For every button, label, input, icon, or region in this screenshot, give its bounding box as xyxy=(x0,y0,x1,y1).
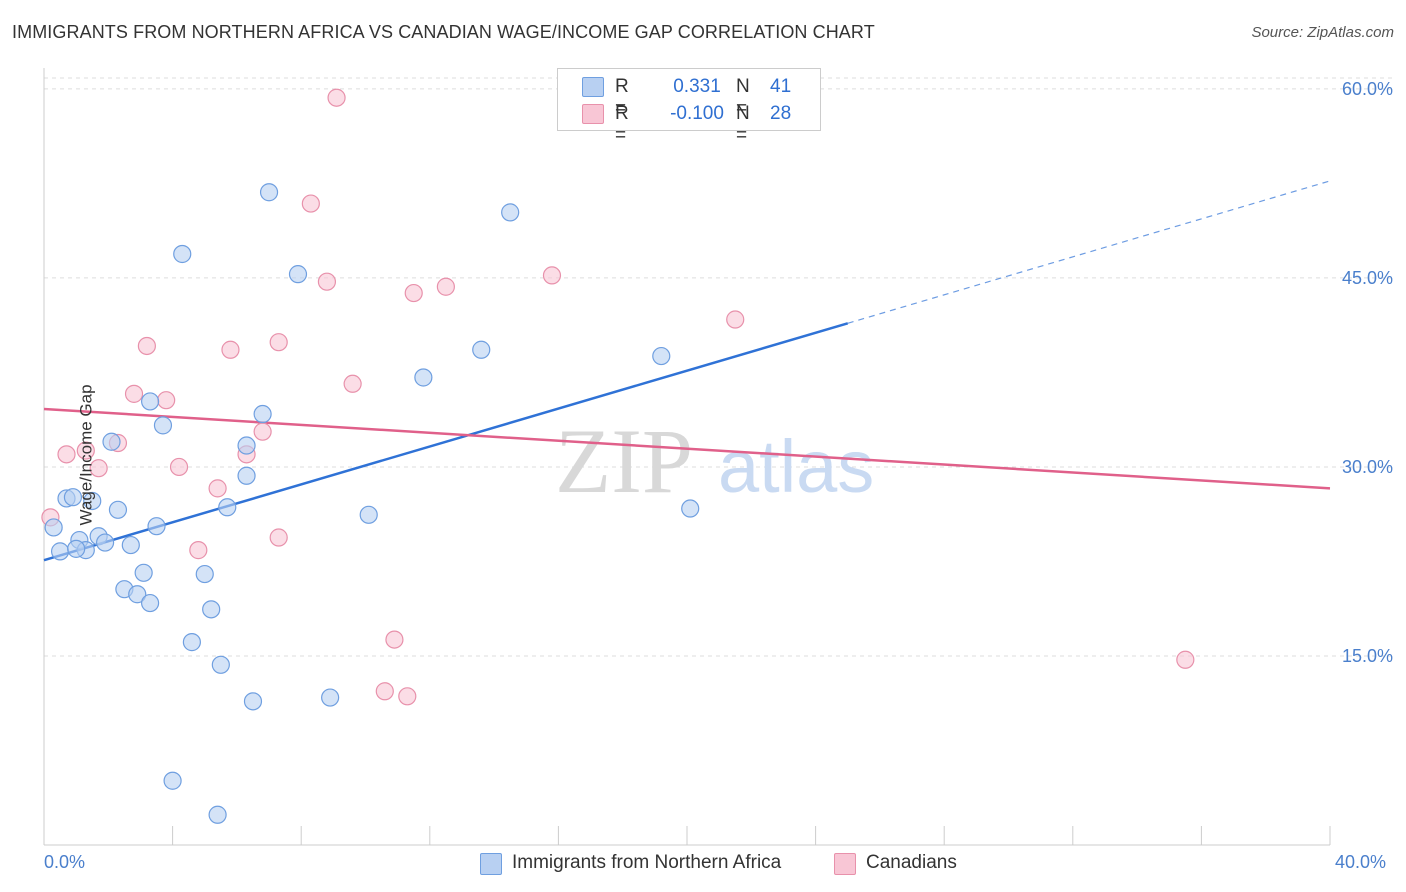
point-immigrants xyxy=(95,533,115,552)
legend-r-value: -0.100 xyxy=(670,103,724,124)
point-canadians xyxy=(726,310,745,329)
y-tick-label: 60.0% xyxy=(1342,79,1393,99)
point-immigrants xyxy=(237,466,256,485)
legend-swatch-pink xyxy=(834,853,856,875)
point-immigrants xyxy=(83,491,102,511)
legend-label-canadians: Canadians xyxy=(866,852,957,873)
point-immigrants xyxy=(102,432,121,451)
point-immigrants xyxy=(681,499,700,518)
point-immigrants xyxy=(44,518,63,537)
point-immigrants xyxy=(140,593,160,613)
point-canadians xyxy=(137,336,156,356)
legend-swatch-blue xyxy=(480,853,502,875)
point-immigrants xyxy=(414,368,433,387)
point-immigrants xyxy=(208,805,227,824)
point-canadians xyxy=(269,528,288,547)
point-canadians xyxy=(89,459,108,478)
point-immigrants xyxy=(321,688,340,707)
point-immigrants xyxy=(288,265,308,284)
point-canadians xyxy=(124,384,144,403)
point-immigrants xyxy=(652,346,671,366)
point-immigrants xyxy=(195,564,214,584)
point-canadians xyxy=(269,333,288,352)
point-canadians xyxy=(436,277,455,296)
source-credit: Source: ZipAtlas.com xyxy=(1251,24,1394,41)
point-immigrants xyxy=(140,392,160,411)
y-tick-label: 30.0% xyxy=(1342,457,1393,477)
legend-r-label: R = xyxy=(615,103,629,146)
legend-r-label: R = xyxy=(615,76,629,119)
point-canadians xyxy=(169,457,189,477)
legend-swatch-blue xyxy=(582,77,604,97)
trendline-canadians xyxy=(43,407,1331,490)
trend-lines xyxy=(43,180,1331,562)
point-immigrants xyxy=(153,416,173,435)
point-immigrants xyxy=(218,498,237,517)
chart-title: IMMIGRANTS FROM NORTHERN AFRICA VS CANAD… xyxy=(12,22,875,42)
trendline-immigrants-extension xyxy=(847,180,1331,324)
correlation-legend: R = 0.331 N = 41 R = -0.100 N = 28 xyxy=(557,68,821,146)
legend-n-value: 28 xyxy=(770,103,792,124)
point-immigrants xyxy=(67,539,86,558)
x-tick-label-min: 0.0% xyxy=(44,852,86,872)
point-canadians xyxy=(221,340,240,359)
point-canadians xyxy=(189,541,208,560)
legend-n-value: 41 xyxy=(770,76,792,97)
point-immigrants xyxy=(121,535,140,555)
legend-n-label: N = xyxy=(736,103,750,146)
point-immigrants xyxy=(108,500,128,519)
point-canadians xyxy=(1176,650,1195,669)
point-canadians xyxy=(301,194,320,213)
point-immigrants xyxy=(472,340,491,359)
point-canadians xyxy=(208,479,227,498)
watermark-zip: ZIP xyxy=(555,410,693,512)
point-canadians xyxy=(398,687,417,706)
point-canadians xyxy=(57,445,76,464)
legend-r-value: 0.331 xyxy=(673,76,721,97)
trendline-immigrants xyxy=(43,322,849,562)
point-canadians xyxy=(76,441,95,460)
point-canadians xyxy=(157,391,176,410)
point-immigrants xyxy=(163,771,182,790)
point-immigrants xyxy=(253,404,272,424)
axes xyxy=(43,68,1331,846)
point-canadians xyxy=(317,272,337,291)
legend-label-immigrants: Immigrants from Northern Africa xyxy=(512,852,782,873)
point-immigrants xyxy=(259,183,279,202)
point-immigrants xyxy=(147,517,166,536)
point-immigrants xyxy=(182,633,201,652)
grid-lines xyxy=(44,77,1392,657)
legend-swatch-pink xyxy=(582,104,604,124)
point-canadians xyxy=(327,88,346,107)
series-legend: Immigrants from Northern Africa Canadian… xyxy=(0,851,1406,879)
point-canadians xyxy=(404,283,423,303)
point-immigrants xyxy=(202,600,221,619)
point-canadians xyxy=(253,422,272,441)
y-tick-labels: 15.0% 30.0% 45.0% 60.0% xyxy=(1342,79,1393,666)
data-points xyxy=(41,88,1195,824)
y-tick-label: 45.0% xyxy=(1342,268,1393,288)
zipatlas-watermark: ZIP atlas xyxy=(555,410,874,512)
point-immigrants xyxy=(359,505,378,524)
point-immigrants xyxy=(243,692,263,711)
point-immigrants xyxy=(173,244,192,264)
point-canadians xyxy=(542,266,562,285)
y-axis-label: Wage/Income Gap xyxy=(76,384,96,526)
x-tick-label-max: 40.0% xyxy=(1335,852,1387,872)
point-canadians xyxy=(343,374,362,393)
y-tick-label: 15.0% xyxy=(1342,646,1393,666)
point-immigrants xyxy=(50,542,70,561)
point-immigrants xyxy=(63,488,83,507)
point-immigrants xyxy=(134,563,153,582)
legend-n-label: N = xyxy=(736,76,750,119)
point-immigrants xyxy=(211,655,230,674)
point-immigrants xyxy=(128,585,147,604)
point-immigrants xyxy=(501,203,520,222)
point-canadians xyxy=(375,682,394,701)
watermark-atlas: atlas xyxy=(718,425,874,508)
point-immigrants xyxy=(237,436,256,455)
point-canadians xyxy=(385,630,404,649)
y-axis-label-wrap: Wage/Income Gap xyxy=(77,384,97,525)
